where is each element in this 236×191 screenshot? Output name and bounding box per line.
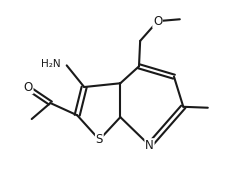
Text: O: O — [153, 15, 162, 28]
Text: N: N — [145, 139, 154, 152]
Text: H₂N: H₂N — [41, 59, 61, 70]
Text: O: O — [24, 81, 33, 94]
Text: S: S — [96, 133, 103, 146]
